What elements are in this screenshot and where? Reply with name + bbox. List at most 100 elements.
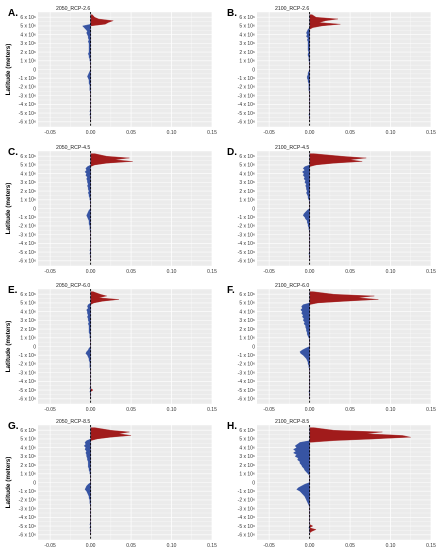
x-tick-label: 0.10 xyxy=(167,269,177,275)
x-tick-label: 0.10 xyxy=(386,407,396,413)
x-tick-label: 0.00 xyxy=(305,269,315,275)
y-tick-label: -4 x 10⁶ xyxy=(238,379,255,385)
x-tick-label: 0.10 xyxy=(167,407,177,413)
y-tick-label: -1 x 10⁶ xyxy=(19,489,36,495)
x-tick-label: 0.15 xyxy=(207,543,217,549)
y-tick-label: -2 x 10⁶ xyxy=(238,224,255,230)
y-tick-label: -3 x 10⁶ xyxy=(19,506,36,512)
x-tick-label: 0.00 xyxy=(86,130,96,136)
y-tick-label: -3 x 10⁶ xyxy=(238,506,255,512)
y-tick-label: -6 x 10⁶ xyxy=(238,397,255,403)
y-tick-label: -1 x 10⁶ xyxy=(19,215,36,221)
y-tick-label: 3 x 10⁶ xyxy=(239,454,255,460)
panel-letter: F. xyxy=(227,285,235,296)
x-tick-label: 0.10 xyxy=(167,543,177,549)
y-tick-label: -2 x 10⁶ xyxy=(19,224,36,230)
x-tick-label: 0.10 xyxy=(167,130,177,136)
y-tick-label: 3 x 10⁶ xyxy=(239,318,255,324)
y-tick-label: 3 x 10⁶ xyxy=(20,41,36,47)
x-tick-label: -0.05 xyxy=(263,543,275,549)
x-tick-label: 0.05 xyxy=(126,543,136,549)
y-tick-label: 6 x 10⁶ xyxy=(20,154,36,160)
y-tick-label: -6 x 10⁶ xyxy=(19,397,36,403)
y-tick-label: -3 x 10⁶ xyxy=(238,232,255,238)
y-axis-title: Latitude (meters) xyxy=(5,457,12,509)
panel-letter: B. xyxy=(227,8,237,19)
y-tick-label: 5 x 10⁶ xyxy=(239,163,255,169)
y-tick-label: 5 x 10⁶ xyxy=(239,24,255,30)
y-tick-label: 2 x 10⁶ xyxy=(239,463,255,469)
y-tick-label: -1 x 10⁶ xyxy=(19,76,36,82)
x-tick-label: -0.05 xyxy=(44,269,56,275)
x-tick-label: -0.05 xyxy=(44,130,56,136)
y-axis-title: Latitude (meters) xyxy=(5,44,12,96)
x-tick-label: 0.05 xyxy=(126,130,136,136)
x-tick-label: -0.05 xyxy=(263,269,275,275)
y-tick-label: 2 x 10⁶ xyxy=(20,327,36,333)
y-tick-label: -1 x 10⁶ xyxy=(238,215,255,221)
y-tick-label: 5 x 10⁶ xyxy=(239,437,255,443)
y-tick-label: 3 x 10⁶ xyxy=(20,180,36,186)
y-tick-label: -2 x 10⁶ xyxy=(19,85,36,91)
x-tick-label: 0.00 xyxy=(305,407,315,413)
y-tick-label: -5 x 10⁶ xyxy=(19,388,36,394)
panel-title: 2050_RCP-8.5 xyxy=(56,419,90,425)
y-tick-label: -6 x 10⁶ xyxy=(238,259,255,265)
x-tick-label: 0.05 xyxy=(126,407,136,413)
y-tick-label: 4 x 10⁶ xyxy=(20,445,36,451)
y-tick-label: 6 x 10⁶ xyxy=(20,292,36,298)
y-tick-label: 4 x 10⁶ xyxy=(20,32,36,38)
y-tick-label: -2 x 10⁶ xyxy=(238,498,255,504)
y-tick-label: 2 x 10⁶ xyxy=(239,189,255,195)
x-tick-label: -0.05 xyxy=(44,543,56,549)
x-tick-label: 0.15 xyxy=(426,407,436,413)
y-tick-label: 5 x 10⁶ xyxy=(20,163,36,169)
y-tick-label: -3 x 10⁶ xyxy=(19,370,36,376)
y-tick-label: -1 x 10⁶ xyxy=(238,489,255,495)
y-tick-label: 0 xyxy=(33,344,36,350)
x-tick-label: 0.00 xyxy=(86,269,96,275)
y-tick-label: -3 x 10⁶ xyxy=(19,93,36,99)
y-tick-label: -4 x 10⁶ xyxy=(238,102,255,108)
y-tick-label: 0 xyxy=(33,206,36,212)
y-tick-label: 2 x 10⁶ xyxy=(20,189,36,195)
y-tick-label: -4 x 10⁶ xyxy=(238,515,255,521)
panel-title: 2050_RCP-6.0 xyxy=(56,283,90,289)
x-tick-label: 0.15 xyxy=(426,269,436,275)
panel-title: 2100_RCP-2.6 xyxy=(275,6,309,12)
x-tick-label: 0.05 xyxy=(345,543,355,549)
y-tick-label: 2 x 10⁶ xyxy=(20,463,36,469)
y-tick-label: -3 x 10⁶ xyxy=(19,232,36,238)
y-tick-label: 4 x 10⁶ xyxy=(239,445,255,451)
y-tick-label: -6 x 10⁶ xyxy=(19,120,36,126)
y-tick-label: -3 x 10⁶ xyxy=(238,370,255,376)
y-tick-label: 1 x 10⁶ xyxy=(20,59,36,65)
y-tick-label: 4 x 10⁶ xyxy=(20,309,36,315)
y-tick-label: -5 x 10⁶ xyxy=(19,111,36,117)
y-tick-label: -4 x 10⁶ xyxy=(19,379,36,385)
y-tick-label: 4 x 10⁶ xyxy=(239,171,255,177)
y-tick-label: 3 x 10⁶ xyxy=(239,180,255,186)
y-tick-label: -1 x 10⁶ xyxy=(19,353,36,359)
x-tick-label: 0.15 xyxy=(426,130,436,136)
panel-title: 2100_RCP-6.0 xyxy=(275,283,309,289)
y-tick-label: -2 x 10⁶ xyxy=(238,362,255,368)
x-tick-label: 0.15 xyxy=(207,269,217,275)
y-tick-label: -5 x 10⁶ xyxy=(19,250,36,256)
y-tick-label: 2 x 10⁶ xyxy=(239,50,255,56)
x-tick-label: 0.05 xyxy=(345,269,355,275)
y-tick-label: 3 x 10⁶ xyxy=(20,454,36,460)
x-tick-label: 0.15 xyxy=(207,130,217,136)
y-tick-label: -2 x 10⁶ xyxy=(19,498,36,504)
y-tick-label: 5 x 10⁶ xyxy=(20,24,36,30)
y-tick-label: 1 x 10⁶ xyxy=(239,336,255,342)
x-tick-label: 0.05 xyxy=(345,130,355,136)
y-tick-label: 1 x 10⁶ xyxy=(20,336,36,342)
panel-letter: C. xyxy=(8,147,18,158)
y-tick-label: 1 x 10⁶ xyxy=(20,198,36,204)
y-tick-label: 0 xyxy=(33,480,36,486)
y-axis-title: Latitude (meters) xyxy=(5,321,12,373)
y-tick-label: -1 x 10⁶ xyxy=(238,353,255,359)
y-tick-label: 2 x 10⁶ xyxy=(20,50,36,56)
